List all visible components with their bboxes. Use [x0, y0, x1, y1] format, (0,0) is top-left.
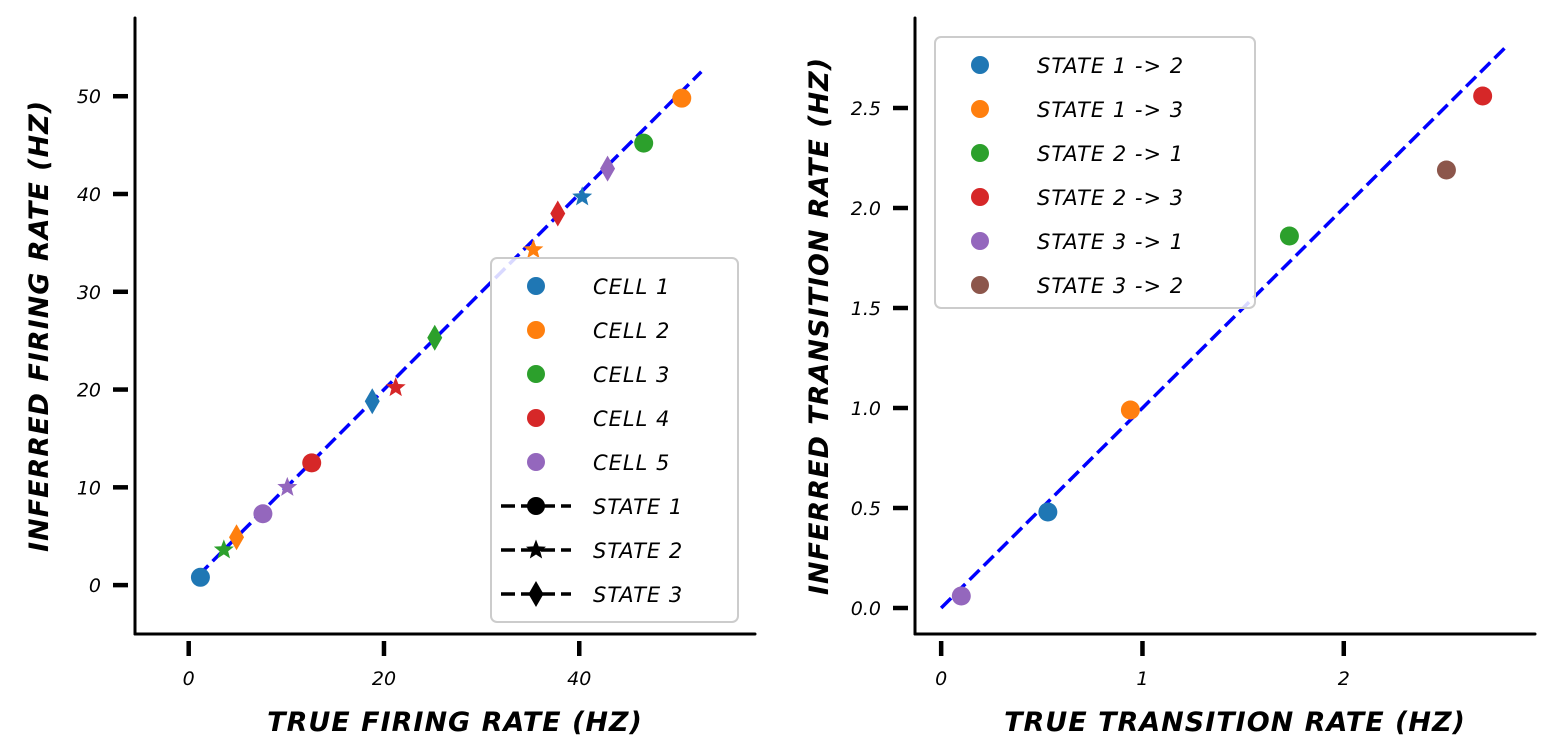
panel-1-y-tick-label: 10	[77, 477, 101, 499]
panel-1-data-point	[364, 388, 380, 415]
panel-1-reference-line	[197, 70, 703, 577]
panel-2-x-tick-label: 1	[1136, 668, 1148, 690]
panel-1-legend-label: CELL 1	[593, 275, 670, 299]
panel-2-legend-marker	[971, 276, 989, 294]
panel-1-data-point	[277, 476, 298, 496]
panel-1-y-axis-label: INFERRED FIRING RATE (HZ)	[24, 100, 55, 552]
panel-2-data-point	[951, 586, 971, 606]
panel-2-legend-label: STATE 2 -> 1	[1037, 142, 1184, 166]
panel-1-data-point	[213, 539, 234, 559]
panel-2-data-point	[1038, 502, 1058, 522]
panel-2-legend-label: STATE 1 -> 3	[1037, 98, 1184, 122]
panel-2-x-tick-label: 0	[935, 668, 947, 690]
panel-2-y-axis-label: INFERRED TRANSITION RATE (HZ)	[804, 57, 835, 595]
panel-1-legend-marker	[527, 497, 545, 515]
panel-1-data-point	[600, 155, 616, 182]
panel-1-x-tick-label: 0	[183, 668, 195, 690]
panel-2-legend-marker	[971, 144, 989, 162]
panel-1-legend-box	[490, 257, 739, 623]
panel-1-y-tick-label: 20	[77, 380, 101, 402]
panel-1-legend-marker	[526, 539, 546, 559]
panel-2-x-axis-label: TRUE TRANSITION RATE (HZ)	[1004, 707, 1466, 738]
panel-1-legend-label: CELL 5	[593, 451, 670, 475]
panel-2-x-tick-label: 2	[1338, 668, 1350, 690]
panel-1-x-tick-label: 40	[567, 668, 591, 690]
panel-1-data-point	[253, 504, 273, 524]
panel-1-legend-marker	[527, 409, 545, 427]
panel-2-data-point	[1279, 226, 1299, 246]
panel-1-legend-label: CELL 3	[593, 363, 670, 387]
panel-2-data-point	[1120, 400, 1140, 420]
panel-1-legend-marker	[527, 365, 545, 383]
panel-2-legend-marker	[971, 188, 989, 206]
panel-2-legend-label: STATE 3 -> 1	[1037, 230, 1184, 254]
panel-1-data-point	[634, 133, 654, 153]
panel-2-y-tick-label: 1.0	[851, 398, 881, 420]
panel-1-legend-label: STATE 3	[593, 583, 683, 607]
panel-1-data-point	[229, 524, 245, 551]
panel-1-legend-marker	[527, 453, 545, 471]
panel-2-reference-line	[939, 46, 1507, 610]
panel-2-data-point	[1436, 160, 1456, 180]
panel-2-y-tick-label: 2.0	[851, 198, 881, 220]
panel-1-x-tick-label: 20	[372, 668, 396, 690]
panel-1-x-axis-label: TRUE FIRING RATE (HZ)	[267, 707, 643, 738]
panel-1-data-point	[427, 324, 443, 351]
panel-2-legend-marker	[971, 56, 989, 74]
panel-1-y-tick-label: 30	[77, 282, 101, 304]
panel-1-y-tick-label: 0	[89, 575, 101, 597]
panel-1-legend-label: STATE 2	[593, 539, 683, 563]
panel-2-y-tick-label: 0.0	[851, 598, 881, 620]
panel-1-legend-label: CELL 2	[593, 319, 670, 343]
panel-2-legend-marker	[971, 232, 989, 250]
panel-2-legend-label: STATE 1 -> 2	[1037, 54, 1184, 78]
panel-2-legend-box	[934, 36, 1256, 309]
panel-1-data-point	[190, 567, 210, 587]
panel-1-legend-marker	[528, 581, 544, 607]
panel-1-legend-marker	[527, 277, 545, 295]
panel-2-y-tick-label: 2.5	[851, 98, 881, 120]
panel-2-data-point	[1473, 86, 1493, 106]
panel-1-data-point	[572, 186, 593, 206]
panel-1-y-tick-label: 40	[77, 184, 101, 206]
panel-2-y-tick-label: 0.5	[851, 498, 881, 520]
panel-1-legend-marker	[527, 321, 545, 339]
panel-1-data-point	[302, 453, 322, 473]
panel-1-legend-label: STATE 1	[593, 495, 683, 519]
panel-1-data-point	[523, 239, 544, 259]
panel-1-y-tick-label: 50	[77, 86, 101, 108]
panel-1-data-point	[385, 377, 406, 397]
panel-2-legend-label: STATE 3 -> 2	[1037, 274, 1184, 298]
panel-2-legend-marker	[971, 100, 989, 118]
panel-1-legend-label: CELL 4	[593, 407, 670, 431]
panel-2-y-tick-label: 1.5	[851, 298, 881, 320]
panel-1-data-point	[672, 88, 692, 108]
panel-1-data-point	[550, 200, 566, 227]
panel-2-legend-label: STATE 2 -> 3	[1037, 186, 1184, 210]
